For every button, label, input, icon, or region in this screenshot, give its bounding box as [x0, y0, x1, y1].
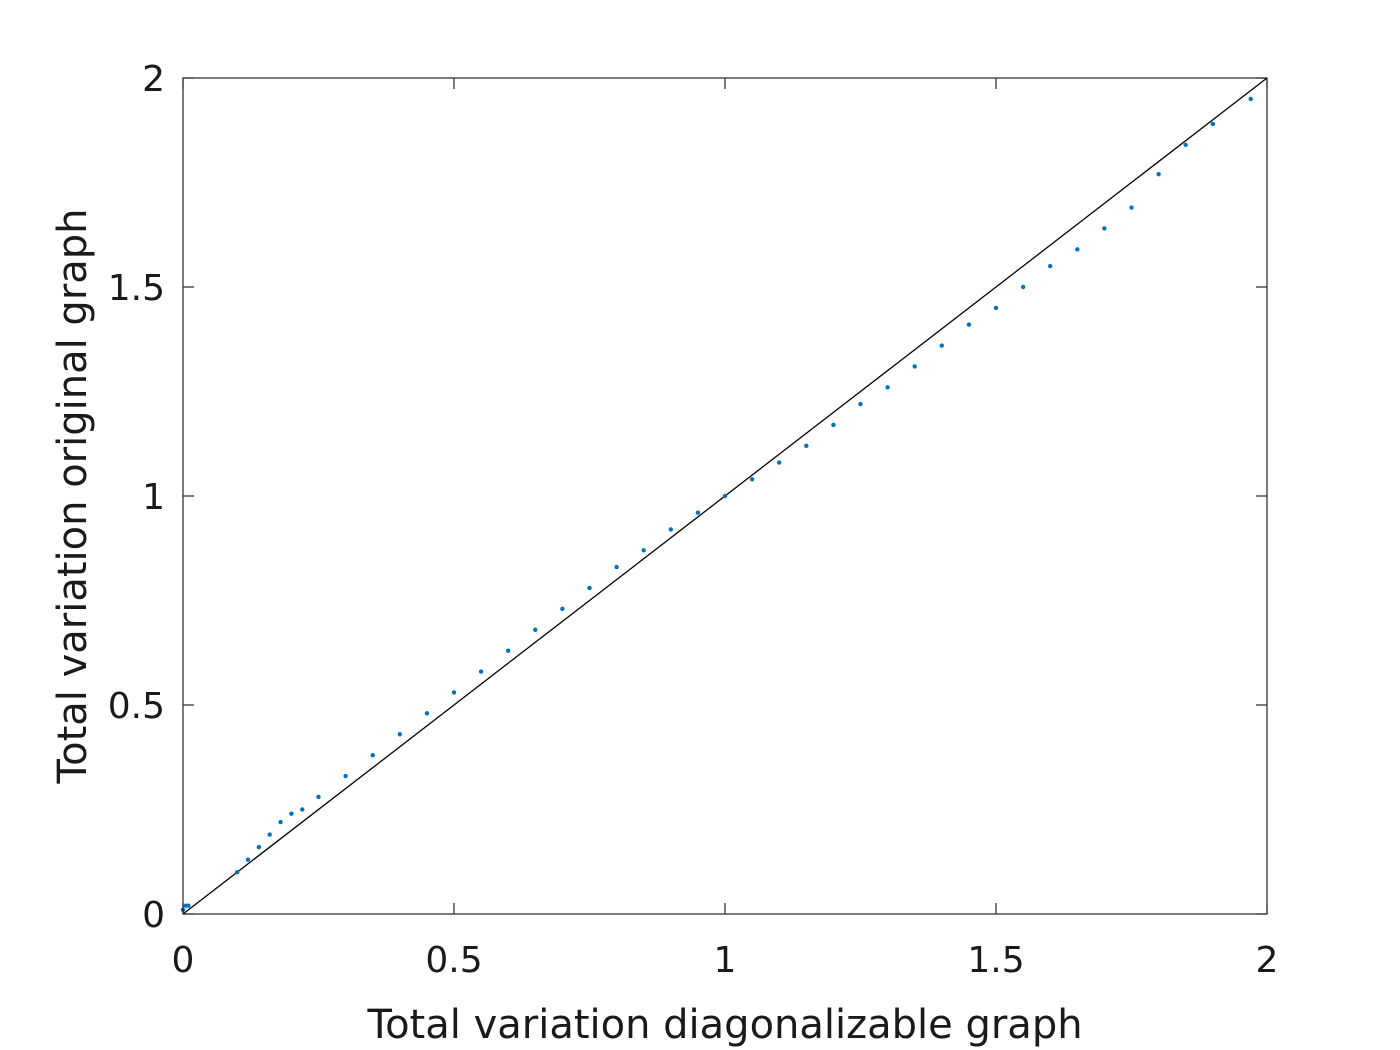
data-point — [451, 690, 457, 695]
data-point — [939, 343, 944, 348]
data-point — [397, 732, 402, 737]
data-point — [966, 322, 972, 327]
x-tick-label: 1.5 — [967, 940, 1024, 981]
data-point — [343, 773, 348, 779]
data-point — [316, 794, 321, 800]
data-point — [300, 807, 305, 812]
x-tick-label: 0.5 — [425, 940, 482, 981]
data-point — [1048, 263, 1053, 269]
data-point — [478, 669, 484, 674]
data-point — [235, 870, 240, 875]
x-tick-label: 1 — [714, 940, 737, 981]
data-point — [1075, 247, 1080, 252]
data-point — [858, 401, 863, 407]
data-point — [912, 364, 917, 369]
data-point — [722, 493, 728, 499]
y-tick-label: 1.5 — [108, 268, 165, 309]
data-point — [506, 648, 511, 653]
data-point — [560, 606, 565, 612]
data-point — [267, 832, 272, 837]
data-point — [533, 627, 538, 632]
data-point — [1020, 284, 1026, 290]
data-point — [1210, 121, 1216, 127]
y-axis-ticks: 0 0.5 1 1.5 2 — [108, 59, 1267, 936]
data-point — [289, 811, 294, 816]
data-point — [278, 819, 283, 825]
y-axis-label: Total variation original graph — [50, 208, 96, 784]
data-point — [424, 711, 430, 716]
data-point — [1156, 171, 1161, 177]
y-tick-label: 1 — [142, 477, 165, 518]
data-point — [777, 460, 782, 465]
data-point — [1248, 96, 1253, 102]
plot-marks — [180, 77, 1268, 915]
data-point — [1102, 226, 1107, 231]
data-point — [370, 752, 375, 758]
data-point — [668, 527, 673, 532]
data-point — [749, 477, 755, 482]
data-point — [245, 857, 251, 862]
data-point — [804, 443, 809, 449]
data-point — [186, 903, 191, 908]
data-point — [885, 385, 890, 390]
y-tick-label: 0.5 — [108, 686, 165, 727]
y-tick-label: 2 — [142, 59, 165, 100]
data-point — [1183, 142, 1188, 148]
data-point — [831, 422, 836, 428]
data-point — [993, 305, 999, 311]
data-point — [641, 548, 646, 553]
x-axis-label: Total variation diagonalizable graph — [366, 1002, 1082, 1048]
data-point — [256, 844, 262, 850]
x-tick-label: 2 — [1256, 940, 1279, 981]
x-tick-label: 0 — [172, 940, 195, 981]
data-point — [1129, 205, 1134, 210]
y-tick-label: 0 — [142, 895, 165, 936]
data-point — [614, 564, 619, 570]
x-axis-ticks: 0 0.5 1 1.5 2 — [172, 78, 1279, 981]
data-point — [695, 510, 701, 515]
data-point — [587, 585, 592, 591]
